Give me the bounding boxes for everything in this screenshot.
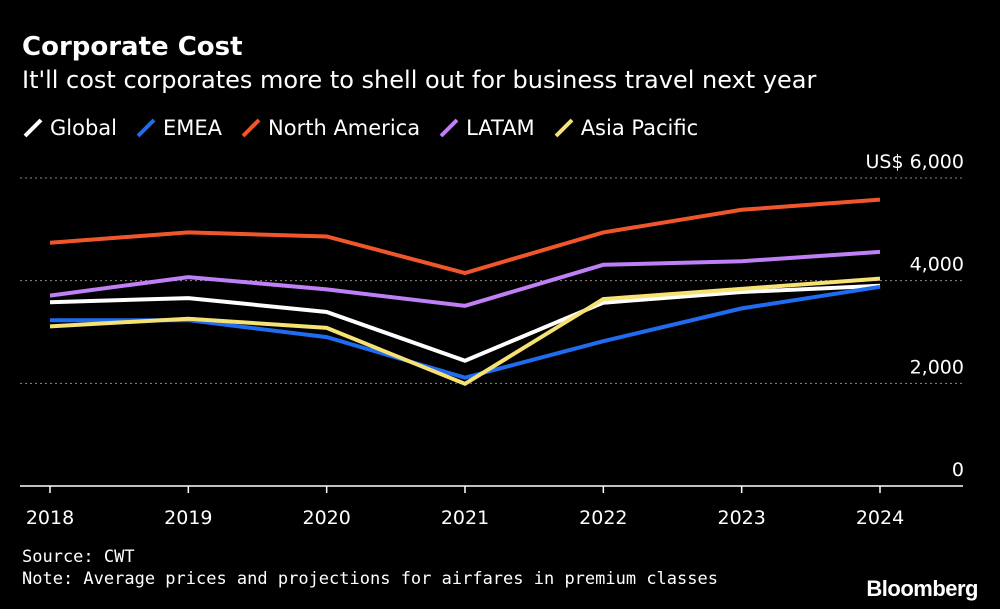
legend-item-latam: LATAM <box>438 116 535 140</box>
x-tick-label: 2023 <box>717 507 765 529</box>
legend-swatch-line <box>23 118 43 138</box>
chart-footer: Source: CWT Note: Average prices and pro… <box>22 546 718 590</box>
source-text: Source: CWT <box>22 547 135 567</box>
legend-swatch-global <box>23 118 43 138</box>
note-text: Note: Average prices and projections for… <box>22 569 718 589</box>
chart-legend: Global EMEA North America LATAM Asia Pacific <box>22 116 716 140</box>
legend-item-asia-pacific: Asia Pacific <box>553 116 698 140</box>
legend-swatch-line <box>439 118 459 138</box>
legend-label: Global <box>50 116 117 140</box>
y-tick-label: 4,000 <box>910 254 964 276</box>
x-tick-label: 2022 <box>579 507 627 529</box>
series-line-latam <box>49 249 881 308</box>
legend-label: LATAM <box>466 116 535 140</box>
chart-title: Corporate Cost <box>22 32 243 62</box>
x-tick-label: 2024 <box>856 507 904 529</box>
bloomberg-logo: Bloomberg <box>866 576 978 601</box>
series-line-north-america <box>49 197 881 276</box>
legend-swatch-north-america <box>241 118 261 138</box>
legend-swatch-line <box>554 118 574 138</box>
legend-item-north-america: North America <box>240 116 420 140</box>
legend-swatch-latam <box>439 118 459 138</box>
y-tick-label: 0 <box>952 459 964 481</box>
y-tick-label: 2,000 <box>910 356 964 378</box>
legend-swatch-line <box>241 118 261 138</box>
series-line-asia-pacific <box>49 276 881 387</box>
legend-swatch-line <box>136 118 156 138</box>
chart-subtitle: It'll cost corporates more to shell out … <box>22 66 817 94</box>
legend-label: North America <box>268 116 421 140</box>
x-tick-label: 2019 <box>164 507 212 529</box>
legend-item-emea: EMEA <box>135 116 222 140</box>
legend-label: EMEA <box>163 116 223 140</box>
x-tick-label: 2021 <box>441 507 489 529</box>
legend-label: Asia Pacific <box>580 116 699 140</box>
legend-swatch-emea <box>136 118 156 138</box>
series-line-global <box>49 283 881 363</box>
legend-swatch-asia-pacific <box>554 118 574 138</box>
legend-item-global: Global <box>22 116 117 140</box>
x-tick-label: 2018 <box>26 507 74 529</box>
y-tick-label: US$ 6,000 <box>866 151 965 173</box>
x-tick-label: 2020 <box>302 507 350 529</box>
